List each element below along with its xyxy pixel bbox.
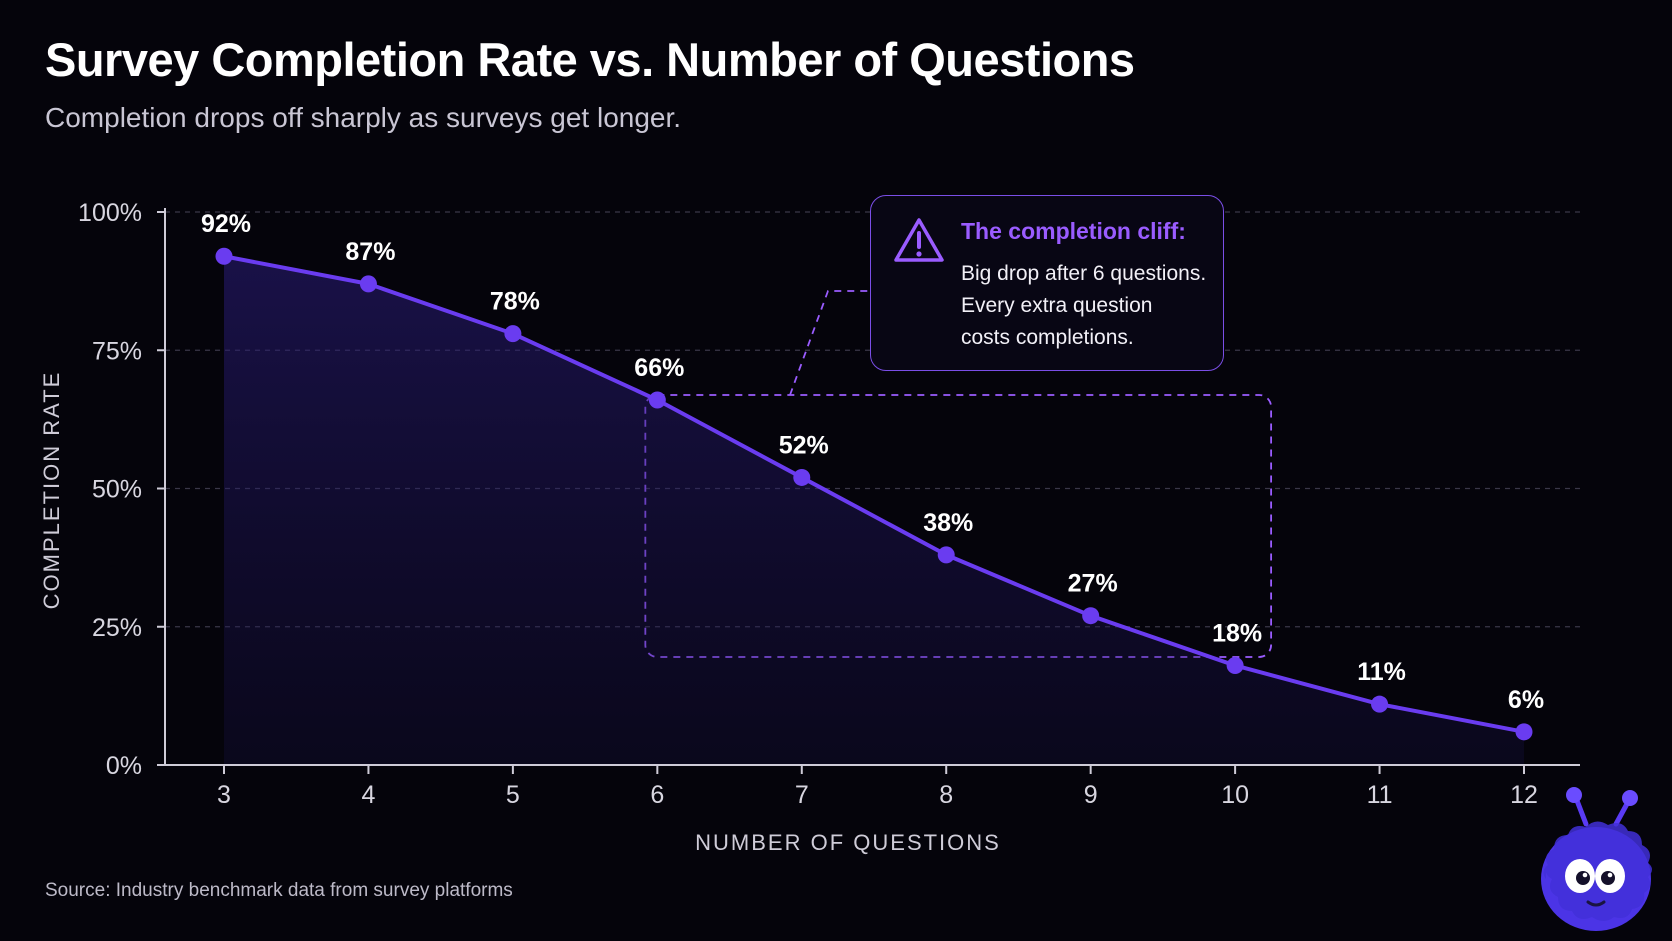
x-tick-label: 6 xyxy=(650,781,664,809)
x-tick-label: 4 xyxy=(361,781,375,809)
x-tick-label: 5 xyxy=(506,781,520,809)
data-point xyxy=(215,247,233,265)
chart-subtitle: Completion drops off sharply as surveys … xyxy=(45,102,682,133)
data-label: 66% xyxy=(634,354,684,382)
warning-triangle-icon xyxy=(894,218,944,262)
data-label: 6% xyxy=(1508,686,1544,714)
x-tick-label: 12 xyxy=(1510,781,1538,809)
source-note: Source: Industry benchmark data from sur… xyxy=(45,880,513,901)
area-under-line xyxy=(224,256,1524,765)
data-label: 87% xyxy=(345,238,395,266)
x-tick-label: 9 xyxy=(1084,781,1098,809)
data-point xyxy=(1226,656,1244,674)
x-tick-label: 3 xyxy=(217,781,231,809)
callout-line: Big drop after 6 questions. xyxy=(961,262,1207,285)
area-fill xyxy=(224,256,1524,765)
x-tick-label: 10 xyxy=(1221,781,1249,809)
data-point xyxy=(359,275,377,293)
data-label: 38% xyxy=(923,509,973,537)
callout-body: Big drop after 6 questions. Every extra … xyxy=(961,258,1211,354)
chart-title: Survey Completion Rate vs. Number of Que… xyxy=(45,33,1135,86)
x-tick-label: 7 xyxy=(795,781,809,809)
data-labels: 92% 87% 78% 66% 52% 38% 27% 18% 11% 6% xyxy=(201,210,1544,714)
data-point xyxy=(937,546,955,564)
callout-connector xyxy=(789,290,870,396)
data-label: 11% xyxy=(1357,658,1406,686)
data-point xyxy=(1371,695,1389,713)
axes xyxy=(157,208,1580,774)
data-point xyxy=(793,468,811,486)
data-label: 52% xyxy=(779,431,829,459)
y-tick-label: 0% xyxy=(106,752,142,780)
y-axis-title: COMPLETION RATE xyxy=(39,371,64,610)
data-points xyxy=(215,247,1533,741)
series-line-path xyxy=(223,254,1525,734)
callout-line: Every extra question xyxy=(961,294,1153,317)
data-label: 27% xyxy=(1068,570,1118,598)
data-point xyxy=(648,391,666,409)
y-tick-label: 25% xyxy=(92,614,142,642)
x-axis-title: NUMBER OF QUESTIONS xyxy=(695,830,1001,855)
tick-labels: 0% 25% 50% 75% 100% 3 4 5 6 7 8 9 10 11 12 xyxy=(78,199,1538,809)
data-label: 18% xyxy=(1212,619,1262,647)
y-tick-label: 50% xyxy=(92,476,142,504)
data-point xyxy=(1082,607,1100,625)
callout-line: costs completions. xyxy=(961,326,1134,349)
y-tick-label: 100% xyxy=(78,199,142,227)
x-tick-label: 8 xyxy=(939,781,953,809)
x-tick-label: 11 xyxy=(1367,781,1393,809)
data-label: 92% xyxy=(201,210,251,238)
mascot-logo xyxy=(1541,787,1652,931)
y-tick-label: 75% xyxy=(92,337,142,365)
annotation-callout: The completion cliff: Big drop after 6 q… xyxy=(870,195,1224,371)
data-point xyxy=(504,325,522,343)
series-line xyxy=(223,254,1525,734)
data-label: 78% xyxy=(490,288,540,316)
callout-heading: The completion cliff: xyxy=(961,218,1186,244)
data-point xyxy=(1515,723,1533,741)
